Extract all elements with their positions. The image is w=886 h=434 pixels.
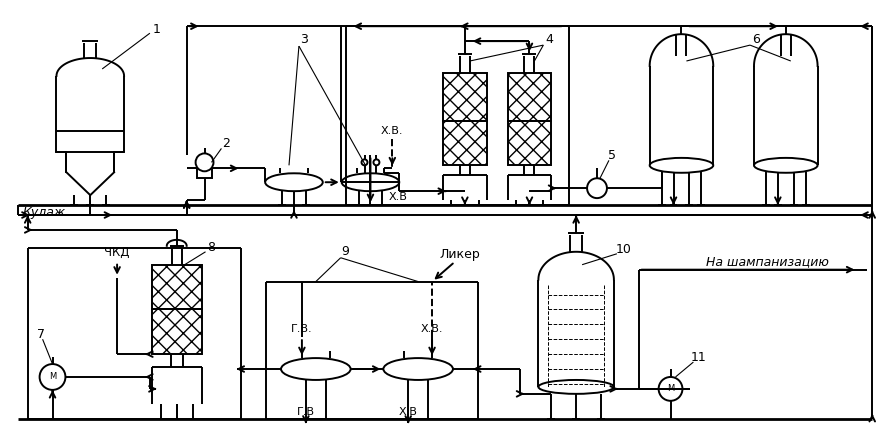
Text: 8: 8 (207, 241, 215, 254)
Ellipse shape (281, 358, 350, 380)
Circle shape (196, 153, 214, 171)
Bar (507, 73, 551, 121)
Text: Х.В.: Х.В. (420, 324, 443, 334)
Bar (152, 309, 201, 354)
Bar (197, 161, 213, 178)
Text: Кулаж: Кулаж (23, 206, 66, 219)
Text: 7: 7 (36, 328, 44, 341)
Text: M: M (666, 385, 673, 393)
Text: 4: 4 (545, 33, 553, 46)
Circle shape (373, 159, 379, 165)
Text: 1: 1 (152, 23, 160, 36)
Ellipse shape (341, 173, 399, 191)
Ellipse shape (383, 358, 453, 380)
Circle shape (40, 364, 66, 390)
Text: На шампанизацию: На шампанизацию (705, 255, 828, 268)
Bar (507, 121, 551, 165)
Text: 3: 3 (299, 33, 307, 46)
Bar (442, 73, 486, 121)
Text: 5: 5 (607, 149, 615, 162)
Bar (442, 121, 486, 165)
Text: Х.В: Х.В (388, 192, 407, 202)
Text: 2: 2 (222, 137, 230, 150)
Text: 9: 9 (341, 245, 349, 258)
Bar (152, 265, 201, 309)
Text: Ликер: Ликер (439, 248, 479, 261)
Text: 6: 6 (751, 33, 759, 46)
Ellipse shape (753, 158, 817, 173)
Text: Г.В: Г.В (297, 407, 315, 417)
Text: M: M (49, 372, 56, 381)
Ellipse shape (649, 158, 712, 173)
Text: 11: 11 (689, 351, 705, 364)
Text: ЧКД: ЧКД (105, 246, 129, 259)
Text: 10: 10 (615, 243, 631, 256)
Circle shape (658, 377, 681, 401)
Text: Х.В.: Х.В. (381, 125, 403, 135)
Circle shape (587, 178, 606, 198)
Ellipse shape (265, 173, 323, 191)
Text: Г.В.: Г.В. (291, 324, 313, 334)
Text: Х.В: Х.В (399, 407, 417, 417)
Ellipse shape (538, 380, 613, 394)
Circle shape (361, 159, 367, 165)
